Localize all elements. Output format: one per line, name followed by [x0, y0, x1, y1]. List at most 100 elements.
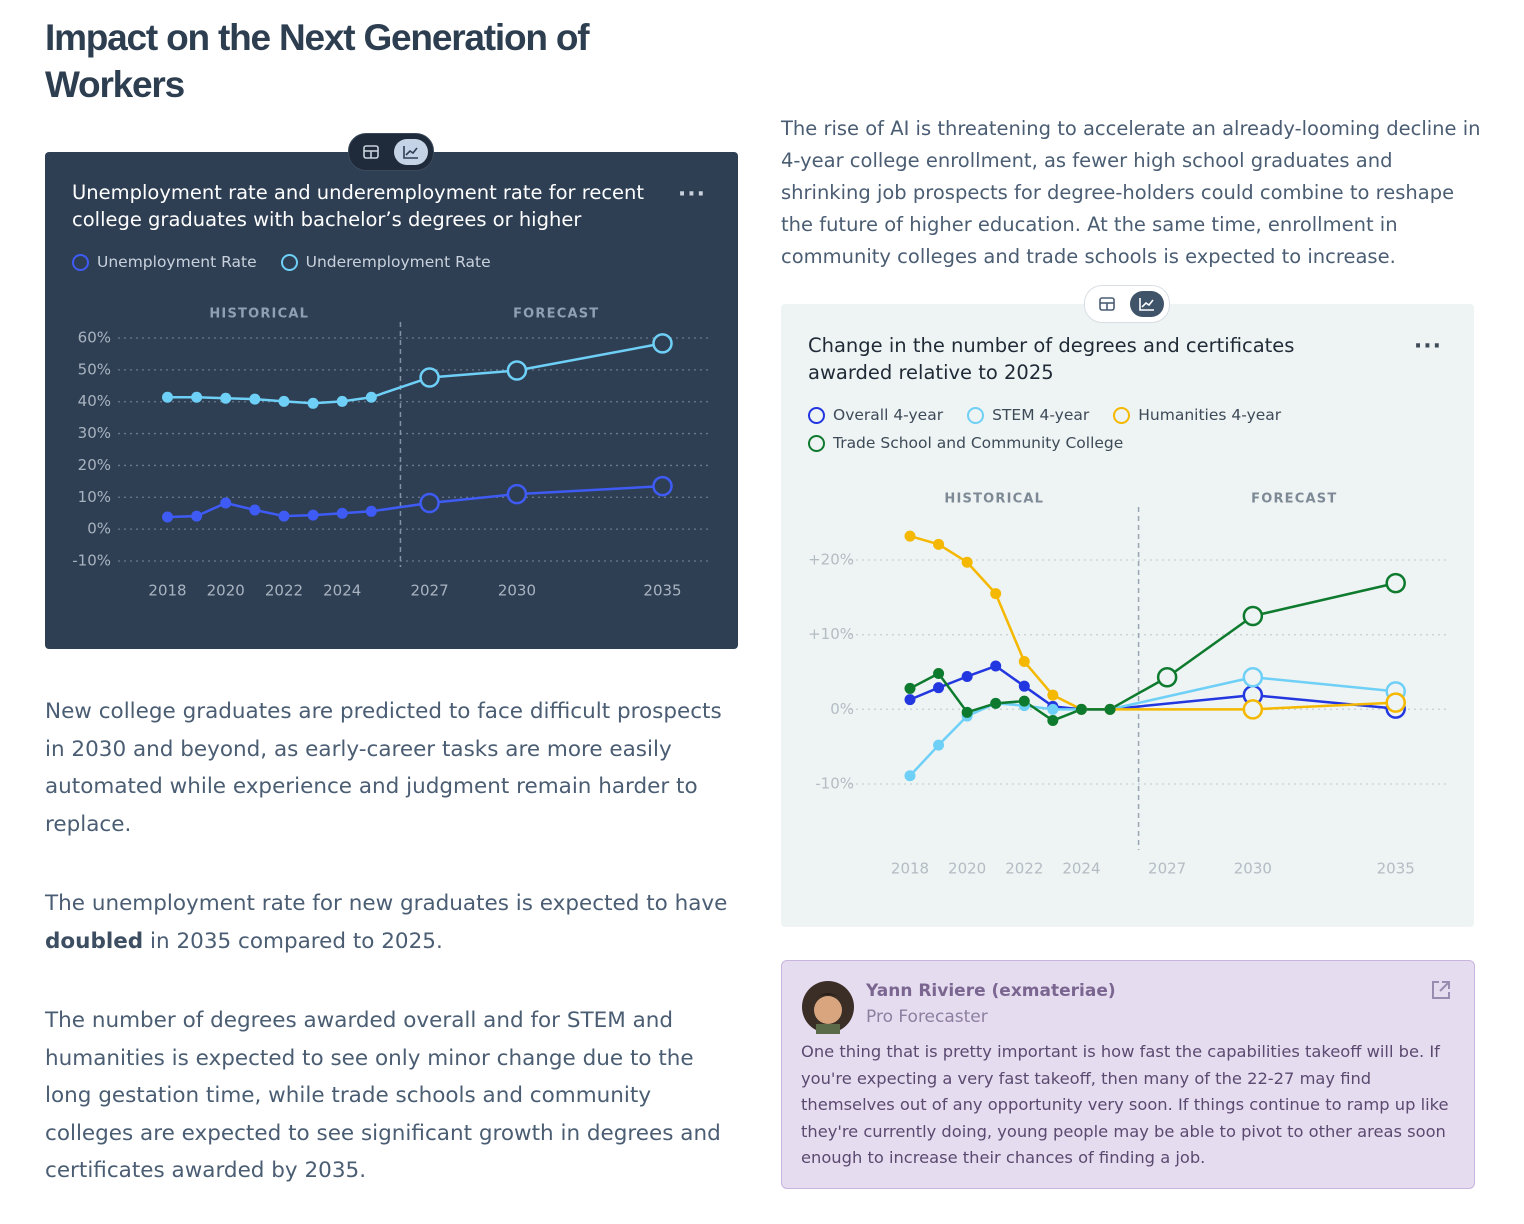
data-point	[990, 660, 1002, 672]
data-point	[365, 391, 377, 403]
forecast-point	[1385, 572, 1406, 594]
chart: -10% 0% 10% 20% 30% 40% 50% 60% 2018 2020 2022 2024…	[72, 307, 712, 600]
menu-button[interactable]: ···	[677, 182, 706, 207]
table-icon	[1099, 297, 1115, 311]
page-title: Impact on the Next Generation of Workers	[45, 17, 590, 105]
data-point	[336, 395, 348, 407]
data-point	[1047, 689, 1059, 701]
legend-label: Underemployment Rate	[305, 253, 491, 271]
view-toggle[interactable]	[1084, 285, 1170, 323]
chart-view-button[interactable]	[1130, 291, 1164, 317]
data-point	[904, 694, 916, 706]
data-point	[933, 538, 945, 550]
paragraph: The unemployment rate for new graduates …	[45, 885, 735, 960]
legend-item: Underemployment Rate	[280, 253, 491, 271]
x-tick-label: 2027	[1148, 860, 1186, 878]
paragraph-text: New college graduates are predicted to f…	[45, 699, 722, 837]
data-point	[933, 682, 945, 694]
data-point	[904, 530, 916, 542]
legend-label: Unemployment Rate	[97, 253, 257, 271]
legend-label: Overall 4-year	[833, 406, 944, 424]
x-tick-label: 2030	[498, 582, 536, 600]
legend-label: STEM 4-year	[992, 406, 1090, 424]
period-label: FORECAST	[513, 307, 599, 322]
legend-item: Humanities 4-year	[1113, 406, 1281, 424]
forecast-point	[506, 483, 528, 505]
series-line	[167, 342, 663, 405]
data-point	[336, 507, 348, 519]
forecast-point	[1242, 699, 1264, 720]
data-point	[307, 509, 319, 521]
data-point	[162, 511, 173, 523]
legend: Unemployment Rate Underemployment Rate	[72, 253, 672, 271]
y-tick-label: 20%	[78, 456, 111, 474]
chart-title: Change in the number of degrees and cert…	[808, 334, 1295, 384]
legend-item: Unemployment Rate	[72, 253, 257, 271]
paragraph: The number of degrees awarded overall an…	[45, 1002, 735, 1190]
data-point	[904, 770, 916, 782]
y-tick-label: +10%	[808, 625, 854, 643]
y-tick-label: 10%	[78, 488, 111, 506]
chart: -10% 0% +10% +20% 2018 2020 2022 2024 2027 2030 20…	[808, 492, 1450, 878]
y-tick-label: 30%	[78, 424, 111, 442]
comment-text: One thing that is pretty important is ho…	[801, 1042, 1449, 1167]
paragraph-text: in 2035 compared to 2025.	[143, 928, 443, 954]
forecast-point	[1242, 666, 1264, 688]
x-tick-label: 2018	[148, 582, 186, 600]
view-toggle[interactable]	[348, 133, 434, 171]
data-point	[961, 670, 973, 682]
table-view-button[interactable]	[354, 139, 388, 165]
x-tick-label: 2027	[410, 582, 448, 600]
data-point	[307, 397, 319, 409]
legend: Overall 4-year STEM 4-year Humanities 4-ye…	[808, 406, 1408, 452]
y-tick-label: 50%	[78, 360, 111, 378]
data-point	[990, 588, 1002, 600]
chart-card: -10% 0% +10% +20% 2018 2020 2022 2024 2027 2030 20…	[781, 304, 1474, 927]
data-point	[162, 391, 173, 403]
data-point	[961, 706, 973, 718]
legend-label: Trade School and Community College	[833, 434, 1124, 452]
data-point	[191, 391, 203, 403]
data-point	[933, 739, 945, 751]
legend-item: Overall 4-year	[808, 406, 943, 424]
data-point	[278, 395, 290, 407]
data-point	[1075, 703, 1087, 715]
data-point	[220, 497, 232, 509]
chart-title: Unemployment rate and underemployment ra…	[72, 181, 645, 231]
comment-author[interactable]: Yann Riviere (exmateriae)	[866, 981, 1116, 1001]
x-tick-label: 2020	[207, 582, 245, 600]
data-point	[1018, 680, 1030, 692]
menu-button[interactable]: ···	[1413, 334, 1442, 359]
forecast-point	[1242, 605, 1264, 627]
data-point	[365, 505, 377, 517]
period-label: FORECAST	[1251, 492, 1337, 507]
data-point	[220, 392, 232, 404]
data-point	[904, 682, 916, 694]
series-line	[909, 534, 1396, 711]
data-point	[961, 556, 973, 568]
legend-marker	[280, 253, 298, 271]
legend-marker	[1113, 406, 1131, 424]
avatar	[802, 981, 854, 1034]
table-view-button[interactable]	[1090, 291, 1124, 317]
x-tick-label: 2035	[643, 582, 681, 600]
chart-icon	[1139, 298, 1154, 311]
data-point	[191, 510, 203, 522]
legend-marker	[72, 253, 89, 271]
data-point	[990, 697, 1002, 709]
period-label: HISTORICAL	[944, 492, 1044, 507]
paragraph-text: The unemployment rate for new graduates …	[45, 891, 728, 916]
y-tick-label: 0%	[830, 700, 854, 718]
external-link-icon[interactable]	[1430, 979, 1452, 1001]
x-tick-label: 2018	[891, 860, 929, 878]
paragraph-text: The number of degrees awarded overall an…	[45, 1008, 721, 1183]
y-tick-label: +20%	[808, 551, 854, 569]
y-tick-label: -10%	[72, 552, 111, 570]
data-point	[933, 667, 945, 679]
x-tick-label: 2030	[1234, 860, 1272, 878]
chart-icon	[403, 146, 418, 159]
table-icon	[363, 145, 379, 159]
legend-marker	[967, 406, 985, 424]
forecast-point	[652, 333, 673, 354]
chart-view-button[interactable]	[394, 139, 428, 165]
